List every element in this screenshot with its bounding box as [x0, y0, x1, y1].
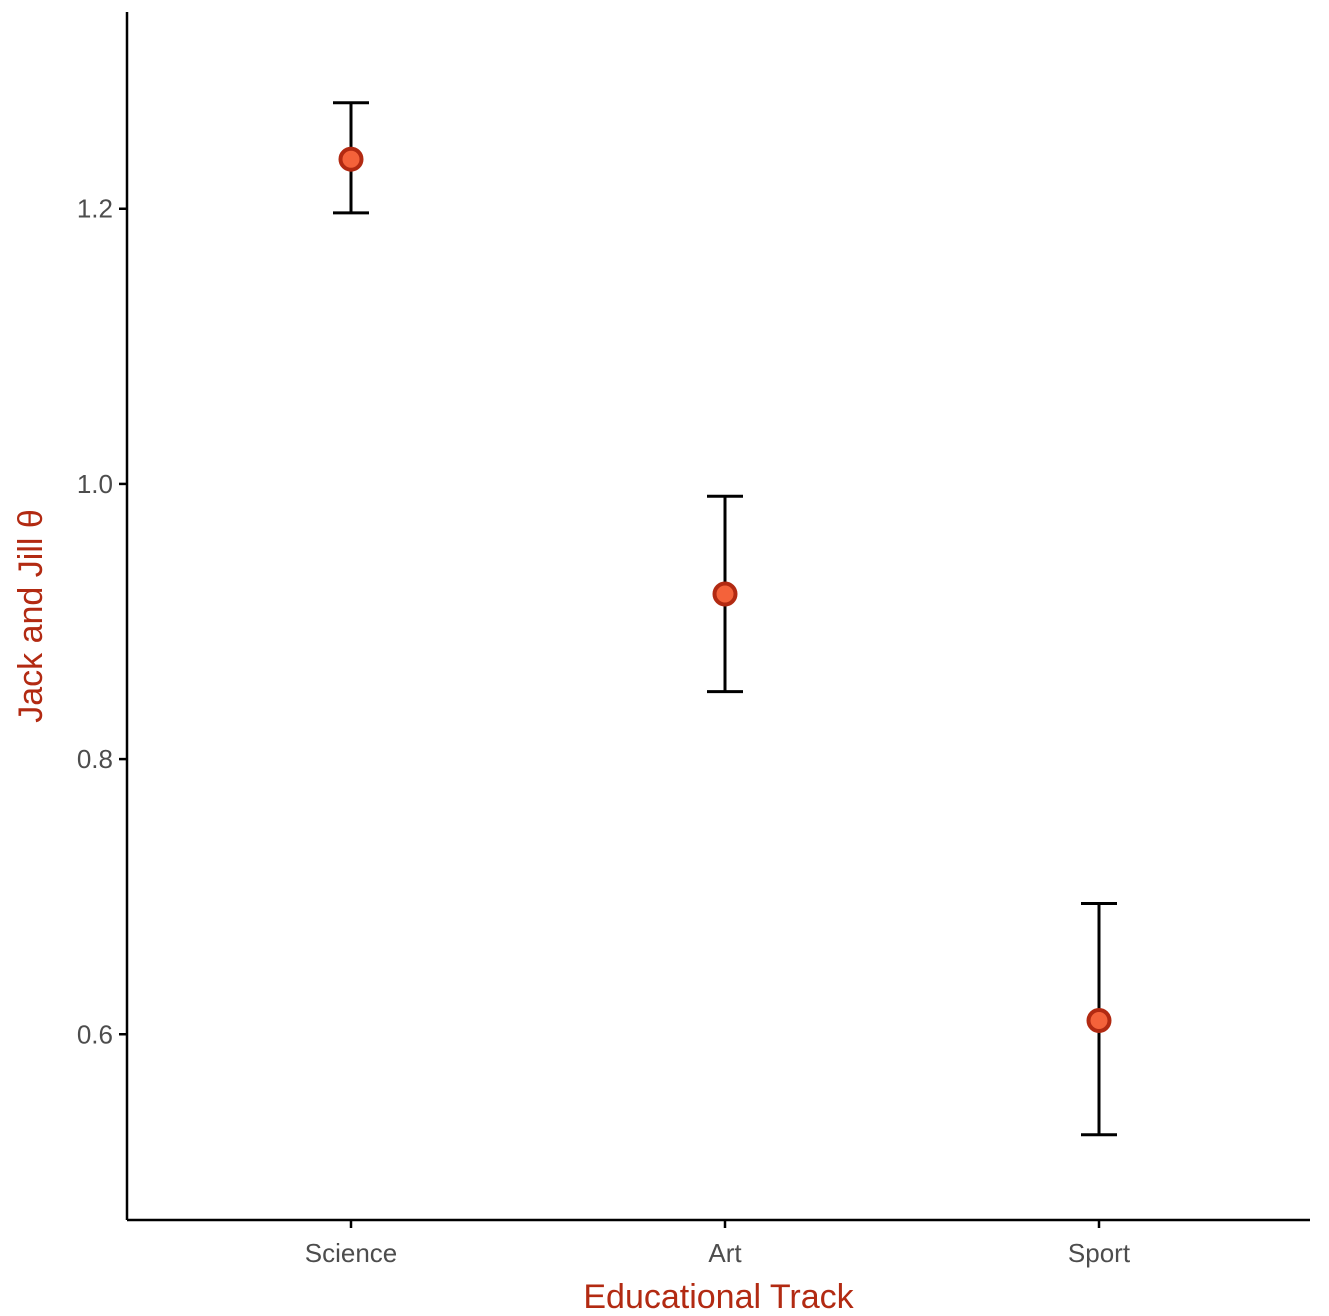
x-tick-label: Art: [708, 1238, 742, 1268]
x-axis-title: Educational Track: [583, 1278, 854, 1316]
plot-marks: [333, 101, 1117, 1137]
x-axis-ticks: Science Art Sport: [305, 1220, 1131, 1268]
data-point: [338, 146, 364, 172]
y-tick-label: 0.6: [77, 1019, 113, 1049]
x-tick-label: Science: [305, 1238, 398, 1268]
y-tick-label: 1.2: [77, 194, 113, 224]
y-tick-label: 1.0: [77, 469, 113, 499]
y-tick-label: 0.8: [77, 744, 113, 774]
y-axis-title: Jack and Jill θ: [12, 509, 50, 723]
data-point: [712, 581, 738, 607]
x-tick-label: Sport: [1068, 1238, 1131, 1268]
data-point: [1086, 1008, 1112, 1034]
y-axis-ticks: 0.6 0.8 1.0 1.2: [77, 194, 127, 1049]
